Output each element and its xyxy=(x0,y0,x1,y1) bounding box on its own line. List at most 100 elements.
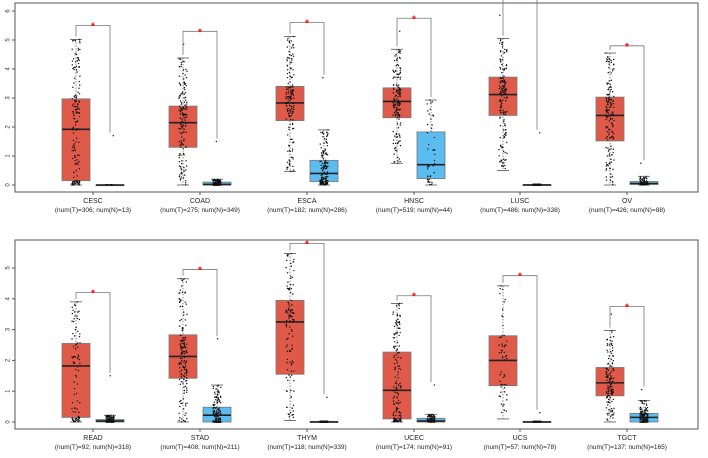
tumor-point xyxy=(609,117,612,119)
tumor-point xyxy=(76,383,79,385)
tumor-point xyxy=(499,82,501,84)
tumor-point xyxy=(293,169,295,171)
group-read: READ(num(T)=92; num(N)=318)* xyxy=(55,289,131,451)
tumor-point xyxy=(610,173,612,175)
tumor-point xyxy=(610,79,613,82)
tumor-point xyxy=(288,303,290,305)
tumor-point xyxy=(503,403,505,406)
tumor-point xyxy=(74,304,76,307)
tumor-point xyxy=(292,410,294,412)
tumor-point xyxy=(395,323,398,326)
tumor-point xyxy=(605,52,607,54)
tumor-point xyxy=(499,380,501,382)
tumor-point xyxy=(178,109,181,112)
tumor-point xyxy=(73,143,76,145)
tumor-point xyxy=(499,42,501,44)
tumor-point xyxy=(394,103,396,105)
tumor-point xyxy=(395,107,397,109)
tumor-point xyxy=(286,362,288,364)
normal-point xyxy=(321,132,324,134)
tumor-point xyxy=(605,176,608,178)
tumor-point xyxy=(293,269,295,272)
tumor-point xyxy=(178,325,181,327)
normal-point xyxy=(641,410,644,412)
tumor-point xyxy=(499,287,501,290)
tumor-point xyxy=(605,97,607,99)
tumor-point xyxy=(77,120,79,122)
normal-point xyxy=(427,143,430,146)
tumor-point xyxy=(179,320,181,322)
normal-point xyxy=(107,416,109,418)
tumor-point xyxy=(179,165,182,168)
tumor-point xyxy=(612,124,614,127)
normal-point xyxy=(426,166,429,168)
tumor-point xyxy=(178,412,180,415)
tumor-point xyxy=(608,398,610,401)
tumor-point xyxy=(75,417,78,420)
tumor-point xyxy=(289,164,291,166)
tumor-point xyxy=(186,382,188,385)
tumor-point xyxy=(392,88,395,91)
x-tick-label: THYM xyxy=(297,435,317,442)
tumor-point xyxy=(399,96,401,98)
tumor-point xyxy=(607,82,609,85)
normal-point xyxy=(107,417,109,419)
tumor-point xyxy=(398,89,400,91)
tumor-point xyxy=(502,112,504,114)
normal-point xyxy=(324,183,327,185)
tumor-point xyxy=(393,402,395,405)
tumor-point xyxy=(611,118,614,120)
tumor-point xyxy=(288,109,291,112)
tumor-point xyxy=(504,84,506,86)
tumor-point xyxy=(399,57,401,60)
normal-point xyxy=(215,140,218,143)
normal-point xyxy=(644,409,646,411)
tumor-point xyxy=(393,97,395,100)
tumor-point xyxy=(609,340,612,342)
tumor-point xyxy=(397,95,399,98)
tumor-point xyxy=(612,398,615,401)
tumor-point xyxy=(499,14,501,17)
tumor-point xyxy=(610,59,612,62)
tumor-point xyxy=(396,85,398,87)
normal-point xyxy=(320,183,322,186)
normal-point xyxy=(323,421,326,423)
tumor-point xyxy=(393,362,396,365)
tumor-point xyxy=(291,330,293,333)
tumor-point xyxy=(180,146,182,148)
tumor-point xyxy=(77,415,80,418)
tumor-point xyxy=(289,75,292,78)
tumor-point xyxy=(72,86,74,89)
tumor-point xyxy=(609,128,611,131)
normal-point xyxy=(322,167,325,170)
normal-point xyxy=(429,99,431,101)
tumor-point xyxy=(398,118,400,120)
group-esca: ESCA(num(T)=182; num(N)=286)* xyxy=(267,19,347,214)
tumor-point xyxy=(293,141,295,143)
tumor-point xyxy=(181,352,184,355)
normal-point xyxy=(432,417,434,419)
tumor-point xyxy=(289,160,291,163)
normal-point xyxy=(426,175,429,177)
tumor-point xyxy=(499,117,501,119)
tumor-point xyxy=(605,126,607,128)
tumor-point xyxy=(397,352,400,354)
normal-point xyxy=(109,418,111,420)
significance-star: * xyxy=(91,22,95,33)
tumor-point xyxy=(76,301,79,303)
tumor-point xyxy=(292,53,294,55)
tumor-point xyxy=(73,39,75,42)
tumor-point xyxy=(75,112,77,114)
tumor-point xyxy=(78,318,80,321)
tumor-point xyxy=(185,361,187,364)
normal-point xyxy=(429,108,431,110)
normal-point xyxy=(432,149,435,151)
tumor-point xyxy=(186,369,188,371)
normal-point xyxy=(212,403,215,406)
tumor-point xyxy=(393,419,395,422)
normal-point xyxy=(326,176,329,178)
tumor-point xyxy=(503,409,506,411)
tumor-point xyxy=(292,293,294,295)
tumor-point xyxy=(290,262,292,265)
tumor-point xyxy=(72,361,75,363)
